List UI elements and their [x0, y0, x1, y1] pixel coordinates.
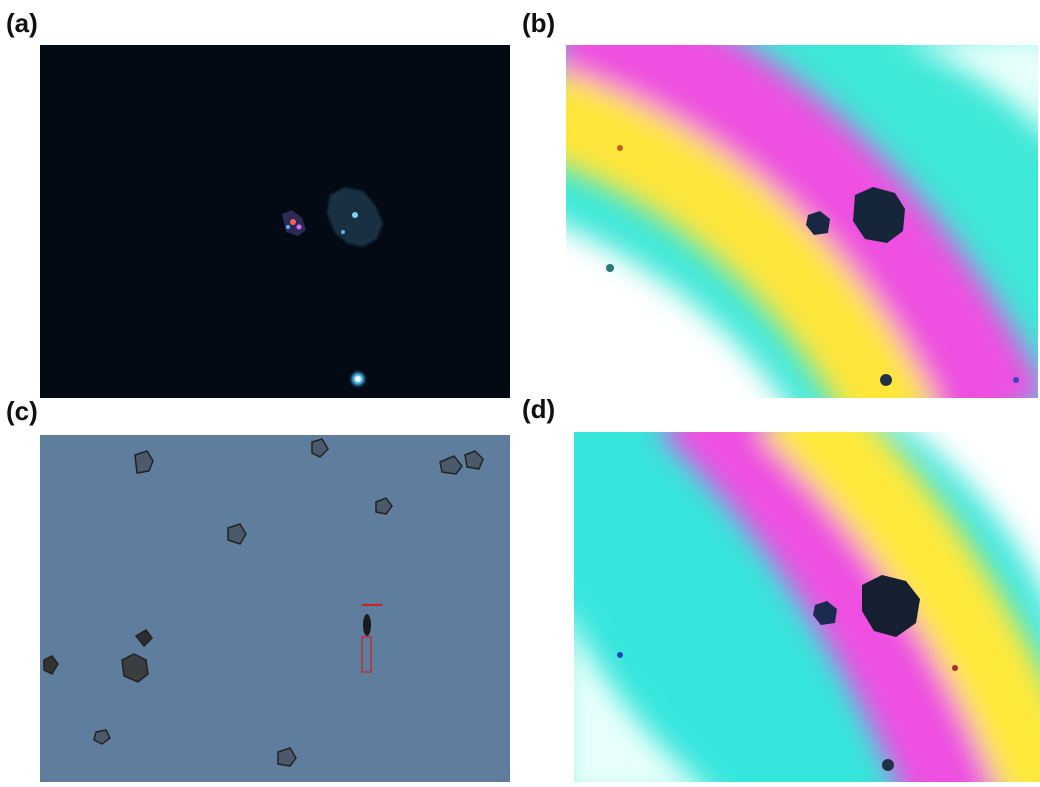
figure: (a) (b) (c) (d)	[0, 0, 1040, 782]
panel-label: (a)	[6, 8, 38, 38]
panel-label: (b)	[522, 8, 555, 38]
micrograph-a	[40, 45, 510, 398]
micrograph-b	[500, 20, 1040, 480]
micrograph-d	[560, 400, 1040, 782]
micrograph-c	[40, 435, 510, 782]
panel-label: (c)	[6, 396, 38, 426]
panel-label: (d)	[522, 394, 555, 424]
